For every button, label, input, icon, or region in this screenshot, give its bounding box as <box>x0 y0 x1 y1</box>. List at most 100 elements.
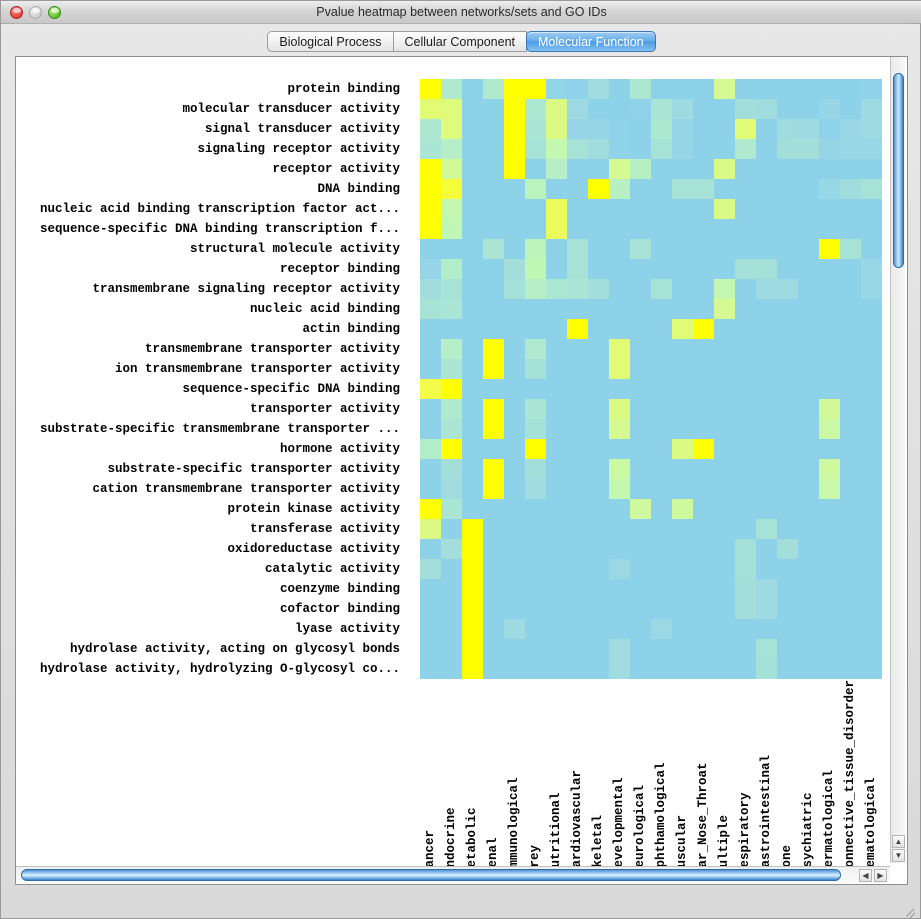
heatmap-cell[interactable] <box>756 339 777 359</box>
heatmap-cell[interactable] <box>672 159 693 179</box>
heatmap-cell[interactable] <box>693 439 714 459</box>
heatmap-cell[interactable] <box>714 599 735 619</box>
heatmap-cell[interactable] <box>714 659 735 679</box>
heatmap-cell[interactable] <box>462 519 483 539</box>
heatmap-cell[interactable] <box>462 79 483 99</box>
heatmap-cell[interactable] <box>588 239 609 259</box>
heatmap-cell[interactable] <box>861 459 882 479</box>
heatmap-cell[interactable] <box>756 259 777 279</box>
heatmap-cell[interactable] <box>798 459 819 479</box>
heatmap-cell[interactable] <box>462 219 483 239</box>
heatmap-cell[interactable] <box>567 399 588 419</box>
heatmap-cell[interactable] <box>756 459 777 479</box>
heatmap-cell[interactable] <box>735 239 756 259</box>
heatmap-cell[interactable] <box>630 119 651 139</box>
heatmap-cell[interactable] <box>672 199 693 219</box>
heatmap-cell[interactable] <box>588 479 609 499</box>
heatmap-cell[interactable] <box>525 559 546 579</box>
heatmap-cell[interactable] <box>840 639 861 659</box>
heatmap-cell[interactable] <box>777 119 798 139</box>
heatmap-cell[interactable] <box>609 419 630 439</box>
heatmap-cell[interactable] <box>735 499 756 519</box>
heatmap-cell[interactable] <box>777 279 798 299</box>
heatmap-cell[interactable] <box>861 519 882 539</box>
heatmap-cell[interactable] <box>756 659 777 679</box>
heatmap-cell[interactable] <box>609 639 630 659</box>
heatmap-cell[interactable] <box>714 399 735 419</box>
heatmap-cell[interactable] <box>714 639 735 659</box>
heatmap-cell[interactable] <box>546 319 567 339</box>
heatmap-cell[interactable] <box>462 339 483 359</box>
tab-cellular-component[interactable]: Cellular Component <box>393 31 527 52</box>
heatmap-cell[interactable] <box>693 199 714 219</box>
heatmap-cell[interactable] <box>525 399 546 419</box>
heatmap-cell[interactable] <box>693 559 714 579</box>
heatmap-cell[interactable] <box>609 359 630 379</box>
heatmap-cell[interactable] <box>819 519 840 539</box>
heatmap-cell[interactable] <box>672 539 693 559</box>
heatmap-cell[interactable] <box>420 499 441 519</box>
heatmap-cell[interactable] <box>672 559 693 579</box>
heatmap-cell[interactable] <box>567 79 588 99</box>
heatmap-cell[interactable] <box>714 79 735 99</box>
heatmap-cell[interactable] <box>525 179 546 199</box>
heatmap-cell[interactable] <box>441 439 462 459</box>
heatmap-cell[interactable] <box>735 159 756 179</box>
heatmap-cell[interactable] <box>651 419 672 439</box>
heatmap-cell[interactable] <box>840 519 861 539</box>
heatmap-cell[interactable] <box>840 139 861 159</box>
heatmap-cell[interactable] <box>588 519 609 539</box>
heatmap-cell[interactable] <box>504 279 525 299</box>
heatmap-cell[interactable] <box>819 299 840 319</box>
heatmap-cell[interactable] <box>483 279 504 299</box>
heatmap-cell[interactable] <box>462 139 483 159</box>
heatmap-cell[interactable] <box>861 119 882 139</box>
heatmap-cell[interactable] <box>861 99 882 119</box>
heatmap-cell[interactable] <box>735 339 756 359</box>
heatmap-cell[interactable] <box>483 599 504 619</box>
heatmap-cell[interactable] <box>861 639 882 659</box>
heatmap-cell[interactable] <box>819 119 840 139</box>
heatmap-cell[interactable] <box>819 279 840 299</box>
heatmap-cell[interactable] <box>693 599 714 619</box>
heatmap-cell[interactable] <box>735 539 756 559</box>
heatmap-cell[interactable] <box>735 659 756 679</box>
heatmap-cell[interactable] <box>651 119 672 139</box>
heatmap-cell[interactable] <box>651 139 672 159</box>
heatmap-cell[interactable] <box>546 279 567 299</box>
heatmap-cell[interactable] <box>693 179 714 199</box>
heatmap-cell[interactable] <box>798 619 819 639</box>
heatmap-cell[interactable] <box>651 539 672 559</box>
heatmap-cell[interactable] <box>567 139 588 159</box>
heatmap-cell[interactable] <box>609 439 630 459</box>
heatmap-cell[interactable] <box>546 79 567 99</box>
heatmap-cell[interactable] <box>609 159 630 179</box>
heatmap-cell[interactable] <box>483 639 504 659</box>
heatmap-cell[interactable] <box>735 319 756 339</box>
heatmap-cell[interactable] <box>483 319 504 339</box>
heatmap-cell[interactable] <box>567 99 588 119</box>
heatmap-cell[interactable] <box>672 639 693 659</box>
heatmap-cell[interactable] <box>483 619 504 639</box>
heatmap-cell[interactable] <box>672 259 693 279</box>
heatmap-cell[interactable] <box>588 299 609 319</box>
heatmap-cell[interactable] <box>756 79 777 99</box>
heatmap-cell[interactable] <box>714 479 735 499</box>
heatmap-cell[interactable] <box>777 519 798 539</box>
heatmap-cell[interactable] <box>672 139 693 159</box>
heatmap-cell[interactable] <box>840 99 861 119</box>
heatmap-cell[interactable] <box>504 419 525 439</box>
heatmap-cell[interactable] <box>441 79 462 99</box>
heatmap-cell[interactable] <box>504 319 525 339</box>
heatmap-cell[interactable] <box>546 119 567 139</box>
heatmap-cell[interactable] <box>546 99 567 119</box>
heatmap-cell[interactable] <box>840 359 861 379</box>
heatmap-cell[interactable] <box>672 439 693 459</box>
heatmap-cell[interactable] <box>483 519 504 539</box>
heatmap-cell[interactable] <box>567 579 588 599</box>
heatmap-cell[interactable] <box>441 559 462 579</box>
heatmap-cell[interactable] <box>567 279 588 299</box>
heatmap-cell[interactable] <box>672 119 693 139</box>
heatmap-cell[interactable] <box>735 79 756 99</box>
heatmap-cell[interactable] <box>840 459 861 479</box>
